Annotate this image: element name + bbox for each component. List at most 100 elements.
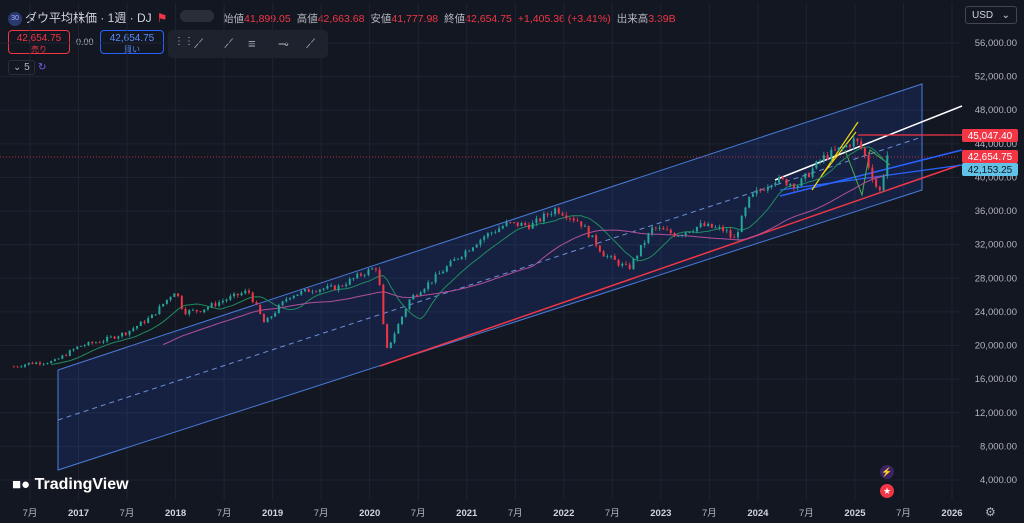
price-tag-blue-text: 42,153.25 — [968, 165, 1013, 176]
candle-body — [632, 258, 635, 269]
tradingview-logo[interactable]: ■● TradingView — [12, 476, 129, 494]
candle-body — [374, 268, 377, 270]
symbol-badge: 30 — [8, 11, 22, 26]
candle-body — [505, 221, 508, 227]
support-trendline[interactable] — [379, 164, 961, 367]
candle-body — [621, 263, 624, 266]
candle-body — [102, 341, 105, 343]
y-tick-label: 24,000.00 — [975, 307, 1017, 318]
candle-body — [684, 232, 687, 236]
candle-body — [109, 336, 112, 338]
gear-icon[interactable]: ⚙ — [985, 505, 996, 519]
link-icon[interactable]: ↻ — [38, 62, 47, 73]
candle-body — [848, 145, 851, 147]
lightning-icon[interactable]: ⚡ — [880, 465, 894, 479]
candle-body — [165, 299, 168, 304]
candle-body — [326, 286, 329, 289]
candle-body — [449, 260, 452, 267]
y-tick-label: 32,000.00 — [975, 240, 1017, 251]
flag-icon[interactable]: ⚑ — [156, 11, 168, 25]
candle-body — [150, 314, 153, 319]
y-tick-label: 4,000.00 — [980, 475, 1017, 486]
green-projection[interactable] — [844, 149, 891, 197]
candle-body — [539, 218, 542, 222]
candle-body — [524, 223, 527, 225]
drag-handle-icon[interactable]: ⋮⋮ — [174, 36, 194, 47]
candle-body — [513, 222, 516, 224]
x-tick-label: 7月 — [314, 508, 329, 519]
resistance-line-white[interactable] — [774, 105, 963, 181]
blue-trendline-2[interactable] — [779, 164, 963, 191]
price-tag-current: 42,654.75 — [962, 150, 1018, 163]
symbol-title-text: ダウ平均株価 · 1週 · DJ — [25, 11, 152, 25]
buy-price: 42,654.75 — [109, 33, 155, 44]
x-tick-label: 2018 — [165, 508, 186, 519]
sell-label: 売り — [31, 45, 47, 54]
candle-body — [311, 291, 314, 293]
candle-body — [57, 358, 60, 360]
sell-price: 42,654.75 — [16, 33, 62, 44]
candle-body — [565, 215, 568, 219]
y-tick-label: 20,000.00 — [975, 341, 1017, 352]
price-axis[interactable]: 56,000.00 52,000.00 48,000.00 44,000.00 40,0… — [975, 38, 1017, 486]
candle-body — [229, 296, 232, 300]
x-tick-label: 2023 — [650, 508, 671, 519]
x-tick-label: 7月 — [508, 508, 523, 519]
x-tick-label: 7月 — [605, 508, 620, 519]
candle-body — [759, 190, 762, 192]
collapse-toggle-button[interactable] — [180, 10, 214, 22]
candle-body — [636, 255, 639, 259]
candle-body — [72, 349, 75, 351]
candle-body — [710, 223, 713, 228]
candle-body — [162, 303, 165, 307]
ohlc-label: 終値 — [444, 13, 466, 25]
indicators-toggle[interactable]: ⌄ 5 — [8, 60, 35, 75]
candle-body — [87, 342, 90, 346]
candle-body — [83, 345, 86, 347]
candle-body — [834, 149, 837, 151]
candle-body — [277, 305, 280, 313]
currency-select[interactable]: USD ⌄ — [965, 6, 1017, 24]
candle-body — [281, 301, 284, 306]
y-tick-label: 16,000.00 — [975, 374, 1017, 385]
candle-body — [113, 336, 116, 339]
candle-body — [139, 321, 142, 327]
blue-trendline-1[interactable] — [779, 149, 963, 197]
candle-body — [303, 289, 306, 292]
candle-body — [121, 332, 124, 337]
candle-body — [572, 218, 575, 221]
candle-body — [673, 233, 676, 237]
candle-body — [427, 282, 430, 289]
candle-body — [38, 362, 41, 365]
x-tick-label: 2025 — [844, 508, 866, 519]
candle-body — [748, 196, 751, 208]
y-tick-label: 56,000.00 — [975, 38, 1017, 49]
candle-body — [404, 309, 407, 317]
candle-body — [143, 321, 146, 323]
candle-body — [811, 168, 814, 177]
candle-body — [789, 183, 792, 186]
candle-body — [830, 149, 833, 160]
time-axis[interactable]: 7月 2017 7月 2018 7月 2019 7月 2020 7月 2021 7月 2022 7月 20… — [23, 508, 963, 519]
candle-body — [643, 242, 646, 245]
candle-body — [337, 285, 340, 291]
us-flag-icon[interactable]: ★ — [880, 484, 894, 498]
candle-body — [688, 232, 691, 233]
yellow-line-2[interactable] — [821, 131, 857, 176]
chart-header: 30 ダウ平均株価 · 1週 · DJ ⚑ 始値41,899.05 高値42,663.… — [0, 0, 960, 30]
candle-body — [542, 213, 545, 222]
regression-channel[interactable] — [57, 83, 923, 471]
chevron-down-icon: ⌄ — [1001, 10, 1010, 21]
candle-body — [225, 299, 228, 301]
candle-body — [154, 314, 157, 316]
buy-label: 買い — [124, 45, 140, 54]
candle-body — [240, 293, 243, 296]
candle-body — [595, 235, 598, 246]
ohlc-label: 出来高 — [616, 13, 649, 25]
buy-button[interactable]: 42,654.75 買い — [100, 30, 164, 54]
sell-button[interactable]: 42,654.75 売り — [8, 30, 70, 54]
candle-body — [580, 221, 583, 227]
channel-midline — [57, 136, 923, 421]
symbol-title[interactable]: 30 ダウ平均株価 · 1週 · DJ ⚑ — [8, 9, 167, 26]
